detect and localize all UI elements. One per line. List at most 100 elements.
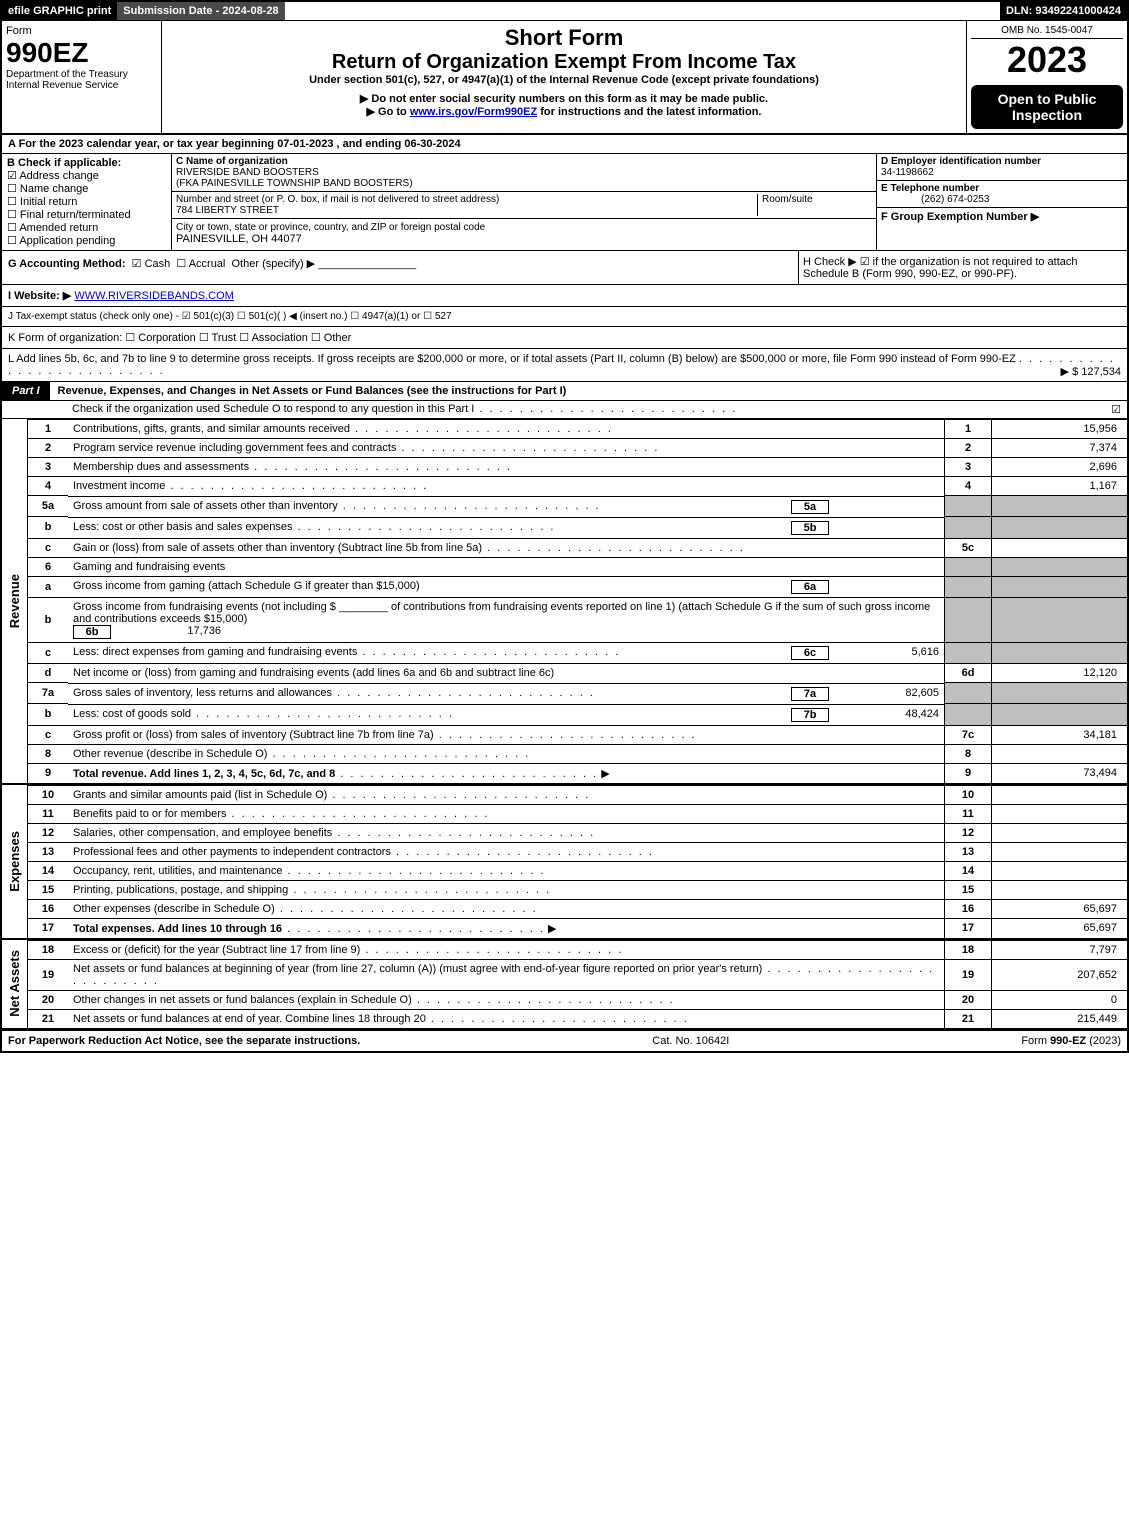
l4-desc: Investment income — [73, 480, 428, 492]
i-label: I Website: ▶ — [8, 290, 71, 302]
chk-address-change[interactable]: ☑ Address change — [7, 169, 166, 182]
submission-date: Submission Date - 2024-08-28 — [117, 2, 284, 20]
l6c-desc: Less: direct expenses from gaming and fu… — [73, 646, 791, 660]
footer-mid: Cat. No. 10642I — [652, 1035, 729, 1047]
footer-left: For Paperwork Reduction Act Notice, see … — [8, 1035, 360, 1047]
l5b-desc: Less: cost or other basis and sales expe… — [73, 521, 791, 535]
g-accrual: Accrual — [189, 258, 226, 270]
l6c-mid: 6c — [791, 646, 829, 660]
netassets-table: 18Excess or (deficit) for the year (Subt… — [28, 940, 1127, 1028]
g-other: Other (specify) ▶ — [232, 258, 316, 270]
expenses-section: Expenses 10Grants and similar amounts pa… — [2, 783, 1127, 938]
section-l: L Add lines 5b, 6c, and 7b to line 9 to … — [2, 349, 1127, 382]
revenue-sidebar: Revenue — [5, 570, 24, 632]
line-5a: 5aGross amount from sale of assets other… — [28, 496, 1127, 517]
initial-label: Initial return — [20, 196, 77, 208]
part-i-tag: Part I — [2, 382, 50, 400]
l5a-mid: 5a — [791, 500, 829, 514]
org-name: RIVERSIDE BAND BOOSTERS — [176, 167, 319, 178]
section-k: K Form of organization: ☐ Corporation ☐ … — [2, 327, 1127, 349]
l14-desc: Occupancy, rent, utilities, and maintena… — [73, 865, 545, 877]
goto-post: for instructions and the latest informat… — [537, 106, 761, 118]
form-header: Form 990EZ Department of the Treasury In… — [0, 21, 1129, 135]
addr-change-label: Address change — [19, 170, 99, 182]
l7a-mid: 7a — [791, 687, 829, 701]
part-i-check-label: Check if the organization used Schedule … — [72, 403, 737, 416]
l11-desc: Benefits paid to or for members — [73, 808, 489, 820]
l13-desc: Professional fees and other payments to … — [73, 846, 654, 858]
c-name-label: C Name of organization — [176, 156, 288, 167]
line-4: 4Investment income41,167 — [28, 477, 1127, 496]
part-i-checkbox[interactable]: ☑ — [1111, 403, 1121, 416]
l2-desc: Program service revenue including govern… — [73, 442, 659, 454]
subtitle: Under section 501(c), 527, or 4947(a)(1)… — [166, 74, 962, 86]
chk-application-pending[interactable]: ☐ Application pending — [7, 234, 166, 247]
f-label: F Group Exemption Number ▶ — [881, 211, 1039, 223]
goto-pre: ▶ Go to — [367, 106, 410, 118]
irs-link[interactable]: www.irs.gov/Form990EZ — [410, 106, 537, 118]
irs-label: Internal Revenue Service — [6, 80, 157, 91]
expenses-table: 10Grants and similar amounts paid (list … — [28, 785, 1127, 938]
line-16: 16Other expenses (describe in Schedule O… — [28, 899, 1127, 918]
part-i-title: Revenue, Expenses, and Changes in Net As… — [50, 382, 575, 400]
arrow-icon: ▶ — [601, 768, 609, 780]
l6c-midamt: 5,616 — [829, 646, 939, 660]
top-bar: efile GRAPHIC print Submission Date - 20… — [0, 0, 1129, 21]
line-6c: cLess: direct expenses from gaming and f… — [28, 642, 1127, 664]
section-c: C Name of organization RIVERSIDE BAND BO… — [172, 154, 877, 250]
l7a-desc: Gross sales of inventory, less returns a… — [73, 687, 791, 701]
chk-initial-return[interactable]: ☐ Initial return — [7, 195, 166, 208]
line-18: 18Excess or (deficit) for the year (Subt… — [28, 940, 1127, 959]
section-a-f: A For the 2023 calendar year, or tax yea… — [0, 135, 1129, 1030]
l3-desc: Membership dues and assessments — [73, 461, 512, 473]
line-1: 1Contributions, gifts, grants, and simil… — [28, 420, 1127, 439]
chk-amended-return[interactable]: ☐ Amended return — [7, 221, 166, 234]
line-7c: cGross profit or (loss) from sales of in… — [28, 725, 1127, 744]
l20-desc: Other changes in net assets or fund bala… — [73, 994, 675, 1006]
l17-desc: Total expenses. Add lines 10 through 16 — [73, 923, 282, 935]
phone-value: (262) 674-0253 — [881, 194, 989, 205]
line-15: 15Printing, publications, postage, and s… — [28, 880, 1127, 899]
chk-final-return[interactable]: ☐ Final return/terminated — [7, 208, 166, 221]
l-text: L Add lines 5b, 6c, and 7b to line 9 to … — [8, 353, 1016, 365]
l5a-desc: Gross amount from sale of assets other t… — [73, 500, 791, 514]
short-form-title: Short Form — [166, 25, 962, 51]
footer-right: Form 990-EZ (2023) — [1021, 1035, 1121, 1047]
app-pending-label: Application pending — [19, 235, 115, 247]
section-j: J Tax-exempt status (check only one) - ☑… — [2, 307, 1127, 327]
l6b-midamt: 17,736 — [111, 625, 221, 639]
line-5c: cGain or (loss) from sale of assets othe… — [28, 538, 1127, 557]
efile-label: efile GRAPHIC print — [2, 2, 117, 20]
line-19: 19Net assets or fund balances at beginni… — [28, 959, 1127, 990]
section-h: H Check ▶ ☑ if the organization is not r… — [798, 251, 1127, 284]
revenue-section: Revenue 1Contributions, gifts, grants, a… — [2, 419, 1127, 783]
line-11: 11Benefits paid to or for members11 — [28, 804, 1127, 823]
org-fka: (FKA PAINESVILLE TOWNSHIP BAND BOOSTERS) — [176, 178, 413, 189]
l6a-midamt — [829, 580, 939, 594]
part-i-header: Part I Revenue, Expenses, and Changes in… — [2, 382, 1127, 401]
line-6a: aGross income from gaming (attach Schedu… — [28, 576, 1127, 597]
dept-treasury: Department of the Treasury — [6, 69, 157, 80]
l6d-desc: Net income or (loss) from gaming and fun… — [73, 667, 554, 679]
amended-label: Amended return — [19, 222, 98, 234]
l6b-mid: 6b — [73, 625, 111, 639]
l5a-midamt — [829, 500, 939, 514]
part-i-check: Check if the organization used Schedule … — [2, 401, 1127, 419]
line-14: 14Occupancy, rent, utilities, and mainte… — [28, 861, 1127, 880]
street-label: Number and street (or P. O. box, if mail… — [176, 194, 499, 205]
e-label: E Telephone number — [881, 183, 979, 194]
l7b-mid: 7b — [791, 708, 829, 722]
website-link[interactable]: WWW.RIVERSIDEBANDS.COM — [74, 290, 234, 302]
netassets-section: Net Assets 18Excess or (deficit) for the… — [2, 938, 1127, 1028]
line-12: 12Salaries, other compensation, and empl… — [28, 823, 1127, 842]
netassets-sidebar: Net Assets — [5, 946, 24, 1021]
l5b-mid: 5b — [791, 521, 829, 535]
arrow-icon: ▶ — [548, 923, 556, 935]
l5c-desc: Gain or (loss) from sale of assets other… — [73, 542, 745, 554]
l7c-desc: Gross profit or (loss) from sales of inv… — [73, 729, 697, 741]
line-17: 17Total expenses. Add lines 10 through 1… — [28, 918, 1127, 938]
section-g: G Accounting Method: ☑ Cash ☐ Accrual Ot… — [2, 251, 798, 284]
chk-name-change[interactable]: ☐ Name change — [7, 182, 166, 195]
l8-desc: Other revenue (describe in Schedule O) — [73, 748, 530, 760]
l7b-desc: Less: cost of goods sold — [73, 708, 791, 722]
